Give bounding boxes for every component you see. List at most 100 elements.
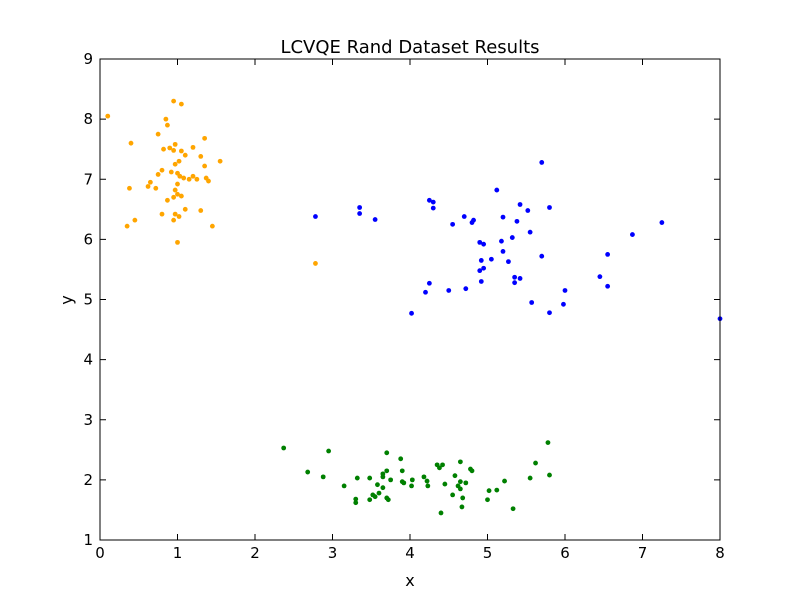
data-point-series-2-33 <box>477 268 483 274</box>
data-point-series-1-37 <box>172 187 178 193</box>
data-point-series-3-45 <box>450 492 456 498</box>
data-point-series-2-8 <box>430 205 436 211</box>
data-point-series-3-20 <box>320 474 326 480</box>
data-point-series-1-30 <box>186 176 192 182</box>
y-tick-label: 4 <box>83 351 93 369</box>
y-tick-label: 6 <box>83 230 93 248</box>
data-point-series-3-38 <box>409 483 414 489</box>
data-point-series-1-27 <box>190 173 196 179</box>
data-point-series-1-52 <box>313 261 318 266</box>
data-point-series-3-56 <box>438 510 444 516</box>
data-point-series-1-47 <box>171 217 177 223</box>
data-point-series-2-10 <box>357 211 363 216</box>
chart-title: LCVQE Rand Dataset Results <box>280 37 539 58</box>
data-point-series-3-42 <box>486 488 492 494</box>
data-point-series-1-42 <box>182 206 188 212</box>
data-point-series-1-41 <box>165 197 170 203</box>
data-point-series-3-30 <box>502 478 507 484</box>
data-point-series-3-6 <box>457 459 463 465</box>
data-point-series-3-23 <box>367 475 373 481</box>
data-point-series-1-6 <box>155 131 161 137</box>
data-point-series-2-23 <box>499 238 504 244</box>
data-point-series-3-37 <box>341 483 347 489</box>
data-point-series-2-24 <box>477 239 483 245</box>
data-point-series-3-41 <box>494 487 500 493</box>
data-point-series-1-46 <box>176 214 182 219</box>
data-point-series-2-13 <box>500 214 506 220</box>
data-point-series-1-19 <box>172 161 178 167</box>
x-tick-label: 7 <box>638 544 648 562</box>
data-point-series-3-46 <box>372 494 378 500</box>
data-point-series-2-4 <box>430 199 436 205</box>
data-point-series-2-28 <box>539 253 545 259</box>
data-point-series-2-27 <box>605 252 611 257</box>
data-point-series-2-18 <box>659 220 665 225</box>
data-point-series-1-44 <box>159 211 165 217</box>
data-point-series-1-9 <box>190 144 196 150</box>
data-point-series-3-49 <box>353 496 359 502</box>
data-point-series-3-19 <box>380 474 386 480</box>
data-point-series-2-42 <box>446 288 452 293</box>
data-point-series-1-43 <box>198 208 204 213</box>
x-tick-label: 3 <box>328 544 338 562</box>
data-point-series-3-55 <box>510 506 516 512</box>
data-point-series-1-28 <box>194 176 200 182</box>
x-tick-label: 8 <box>715 544 725 562</box>
data-point-series-1-8 <box>128 140 134 146</box>
data-point-series-3-15 <box>305 469 311 475</box>
data-point-series-1-21 <box>159 167 165 173</box>
data-point-series-1-36 <box>153 185 159 191</box>
data-point-series-1-48 <box>132 217 138 223</box>
data-point-series-3-5 <box>398 456 404 462</box>
data-point-series-3-17 <box>547 472 552 478</box>
data-point-series-1-26 <box>181 175 187 181</box>
data-point-series-2-6 <box>547 205 552 210</box>
data-point-series-1-13 <box>161 146 166 152</box>
data-point-series-3-28 <box>457 479 463 485</box>
data-point-series-2-16 <box>469 220 475 225</box>
data-point-series-2-12 <box>461 214 467 219</box>
data-point-series-3-2 <box>281 445 287 451</box>
y-tick-label: 3 <box>83 411 93 429</box>
data-point-series-1-16 <box>198 154 204 159</box>
data-point-series-2-38 <box>512 280 518 286</box>
data-point-series-3-27 <box>424 478 430 484</box>
data-point-series-3-43 <box>376 490 382 496</box>
data-point-series-3-33 <box>442 481 448 487</box>
data-point-series-2-30 <box>478 258 484 263</box>
y-tick-label: 8 <box>83 110 93 128</box>
data-point-series-3-54 <box>459 504 465 510</box>
x-tick-label: 4 <box>405 544 415 562</box>
data-point-series-2-46 <box>561 301 566 307</box>
data-point-series-2-3 <box>426 197 432 203</box>
data-point-series-1-32 <box>175 181 180 187</box>
data-point-series-2-43 <box>423 289 428 295</box>
data-point-series-3-24 <box>527 475 533 481</box>
data-point-series-1-24 <box>155 172 161 177</box>
data-point-series-2-15 <box>372 217 378 222</box>
data-point-series-2-31 <box>506 259 511 265</box>
data-point-series-1-18 <box>217 158 223 164</box>
data-point-series-1-14 <box>171 147 177 153</box>
data-point-series-1-39 <box>178 193 184 199</box>
y-axis-label: y <box>57 295 76 304</box>
x-tick-label: 5 <box>483 544 493 562</box>
y-tick-label: 1 <box>83 531 93 549</box>
data-point-series-2-21 <box>630 232 635 237</box>
x-axis-label: x <box>405 571 414 590</box>
data-point-series-2-39 <box>426 280 432 286</box>
data-point-series-2-41 <box>463 286 469 292</box>
data-point-series-2-29 <box>488 256 494 262</box>
data-point-series-1-45 <box>172 211 178 217</box>
data-point-series-3-35 <box>425 483 431 489</box>
data-point-series-1-7 <box>202 135 208 141</box>
data-point-series-1-11 <box>178 148 184 154</box>
data-point-series-2-36 <box>517 276 523 281</box>
x-tick-label: 1 <box>173 544 183 562</box>
data-point-series-1-25 <box>177 173 183 179</box>
data-point-series-2-19 <box>450 221 456 227</box>
data-point-series-1-49 <box>124 223 130 229</box>
